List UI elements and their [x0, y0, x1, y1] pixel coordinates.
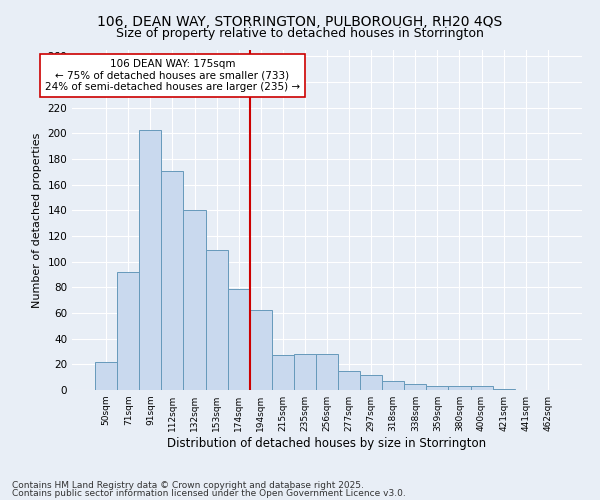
Bar [184, 210, 206, 390]
Bar [250, 310, 272, 390]
Bar [161, 170, 184, 390]
Bar [427, 386, 448, 390]
Y-axis label: Number of detached properties: Number of detached properties [32, 132, 42, 308]
Bar [206, 250, 227, 390]
Bar [470, 386, 493, 390]
Bar [272, 356, 294, 390]
Bar [316, 354, 338, 390]
Bar [338, 371, 360, 390]
Bar [404, 384, 427, 390]
Text: Size of property relative to detached houses in Storrington: Size of property relative to detached ho… [116, 28, 484, 40]
X-axis label: Distribution of detached houses by size in Storrington: Distribution of detached houses by size … [167, 437, 487, 450]
Bar [139, 130, 161, 390]
Text: 106 DEAN WAY: 175sqm
← 75% of detached houses are smaller (733)
24% of semi-deta: 106 DEAN WAY: 175sqm ← 75% of detached h… [45, 59, 300, 92]
Bar [382, 381, 404, 390]
Text: 106, DEAN WAY, STORRINGTON, PULBOROUGH, RH20 4QS: 106, DEAN WAY, STORRINGTON, PULBOROUGH, … [97, 15, 503, 29]
Bar [95, 362, 117, 390]
Text: Contains HM Land Registry data © Crown copyright and database right 2025.: Contains HM Land Registry data © Crown c… [12, 481, 364, 490]
Bar [360, 374, 382, 390]
Bar [227, 288, 250, 390]
Text: Contains public sector information licensed under the Open Government Licence v3: Contains public sector information licen… [12, 488, 406, 498]
Bar [294, 354, 316, 390]
Bar [448, 386, 470, 390]
Bar [117, 272, 139, 390]
Bar [493, 388, 515, 390]
